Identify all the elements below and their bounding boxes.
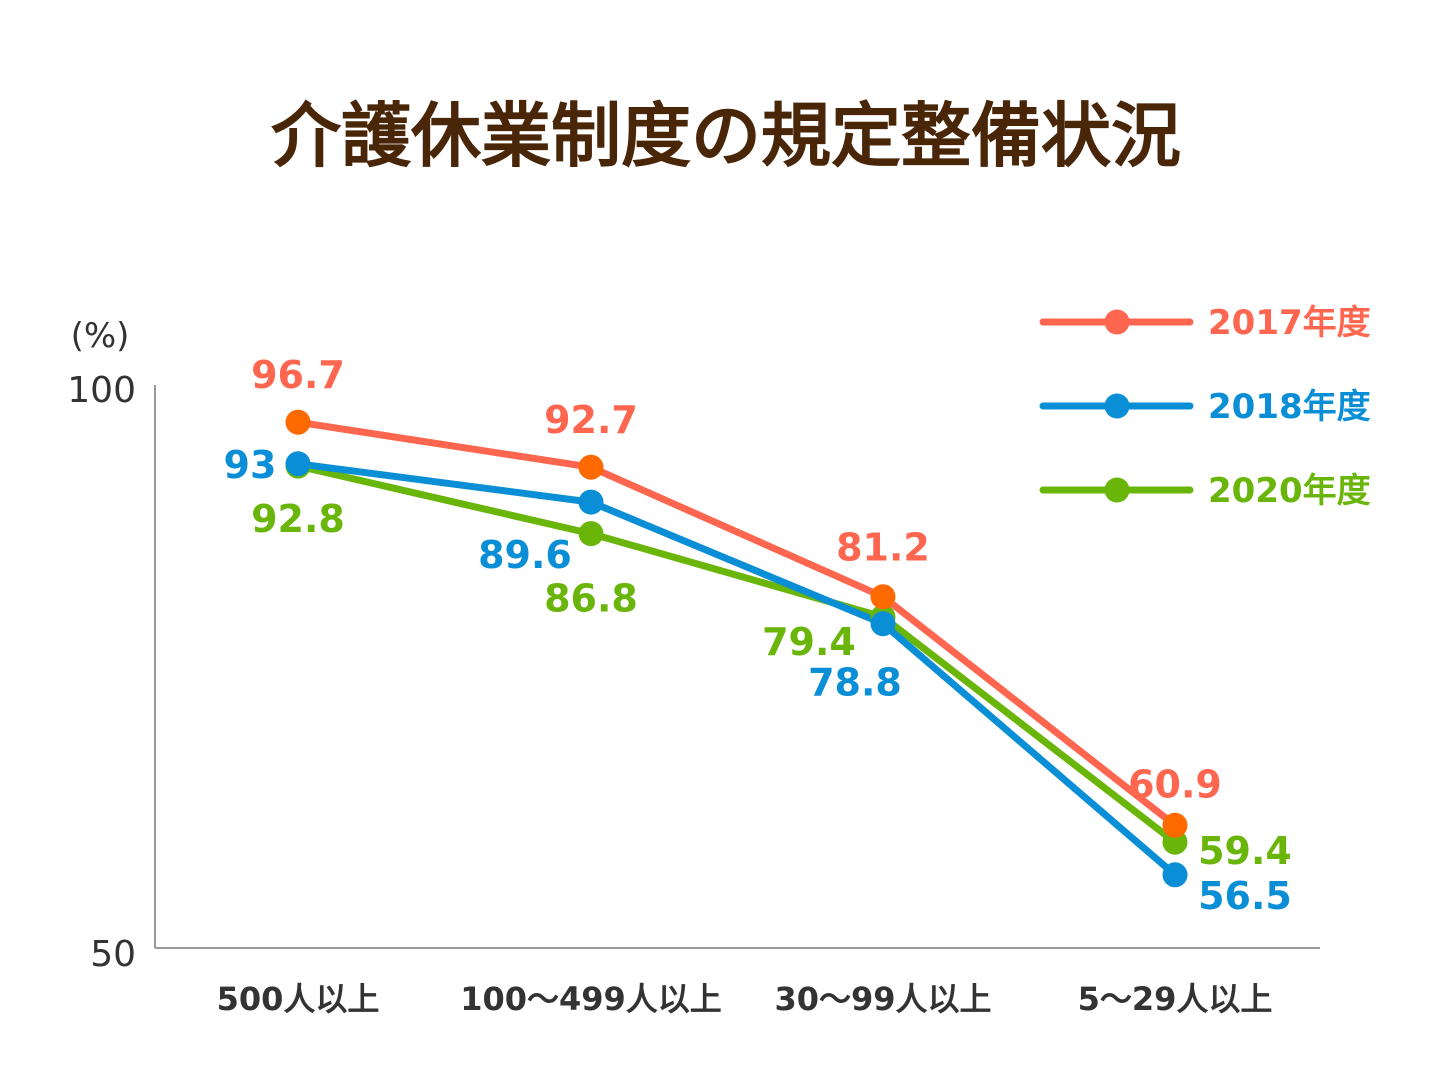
series-line-0 (294, 418, 1179, 829)
x-tick-label-2: 30〜99人以上 (774, 980, 991, 1018)
x-tick-labels: 500人以上 100〜499人以上 30〜99人以上 5〜29人以上 (217, 980, 1273, 1018)
y-tick-label-50: 50 (90, 934, 136, 975)
series-line-2 (294, 462, 1179, 846)
y-axis-unit-label: (%) (71, 316, 130, 356)
series-1-point-0 (285, 451, 311, 477)
legend-marker-0 (1104, 309, 1130, 335)
legend-label-1: 2018年度 (1208, 387, 1371, 427)
legend-marker-1 (1104, 393, 1130, 419)
series-1-point-3 (1162, 862, 1188, 888)
legend-label-2: 2020年度 (1208, 471, 1371, 511)
data-label-series-0-point-1: 92.7 (544, 398, 638, 442)
data-labels: 96.7 92.7 81.2 60.9 93 89.6 78.8 56.5 92.8 86.8 79… (224, 353, 1292, 918)
data-label-series-2-point-2: 79.4 (762, 620, 856, 664)
series-2-point-1 (578, 521, 604, 547)
data-label-series-2-point-1: 86.8 (544, 577, 638, 621)
series-markers (285, 409, 1188, 888)
x-tick-label-0: 500人以上 (217, 980, 380, 1018)
data-label-series-0-point-0: 96.7 (251, 353, 345, 397)
series-0-point-0 (285, 409, 311, 435)
data-label-series-2-point-3: 59.4 (1198, 829, 1292, 873)
series-1-point-1 (578, 489, 604, 515)
x-tick-label-1: 100〜499人以上 (460, 980, 722, 1018)
series-0-point-3 (1162, 812, 1188, 838)
data-label-series-1-point-2: 78.8 (808, 661, 902, 705)
series-0-point-1 (578, 454, 604, 480)
series-line-1 (294, 460, 1179, 879)
data-label-series-1-point-3: 56.5 (1198, 874, 1292, 918)
legend-marker-2 (1104, 477, 1130, 503)
legend-label-0: 2017年度 (1208, 303, 1371, 343)
x-tick-label-3: 5〜29人以上 (1078, 980, 1273, 1018)
legend: 2017年度 2018年度 2020年度 (1039, 303, 1371, 511)
series-1-point-2 (870, 611, 896, 637)
data-label-series-1-point-1: 89.6 (478, 533, 572, 577)
data-label-series-0-point-3: 60.9 (1128, 762, 1222, 806)
chart-title: 介護休業制度の規定整備状況 (271, 95, 1181, 177)
data-label-series-1-point-0: 93 (224, 443, 277, 487)
series-0-point-2 (870, 584, 896, 610)
data-label-series-2-point-0: 92.8 (251, 497, 345, 541)
y-tick-label-100: 100 (67, 370, 136, 411)
series-lines (294, 418, 1179, 879)
data-label-series-0-point-2: 81.2 (836, 526, 930, 570)
